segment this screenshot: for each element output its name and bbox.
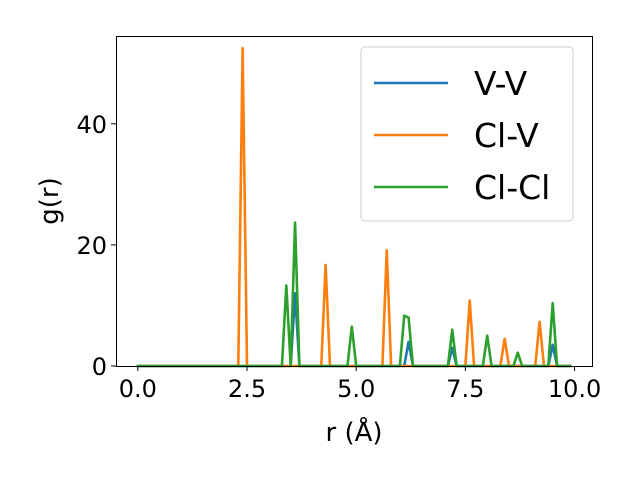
- x-tick-label: 5.0: [337, 375, 375, 403]
- x-tick-label: 10.0: [548, 375, 601, 403]
- x-tick-label: 7.5: [446, 375, 484, 403]
- legend-box: [360, 46, 574, 222]
- legend-label-cl-cl: Cl-Cl: [474, 168, 550, 207]
- legend-label-cl-v: Cl-V: [474, 116, 539, 155]
- x-tick-label: 2.5: [228, 375, 266, 403]
- x-tick-label: 0.0: [119, 375, 157, 403]
- legend-label-v-v: V-V: [474, 64, 528, 103]
- axes-frame: [116, 36, 593, 367]
- y-axis-label: g(r): [35, 177, 65, 224]
- y-tick-label: 40: [76, 111, 107, 139]
- x-axis-label: r (Å): [325, 416, 382, 448]
- legend-entries: V-V Cl-V Cl-Cl: [374, 64, 550, 207]
- y-tick-label: 20: [76, 232, 107, 260]
- legend: V-V Cl-V Cl-Cl: [360, 46, 574, 222]
- y-tick-label: 0: [92, 353, 107, 381]
- ticks-layer: 0.0 2.5 5.0 7.5 10.0 0 20 40: [76, 111, 601, 403]
